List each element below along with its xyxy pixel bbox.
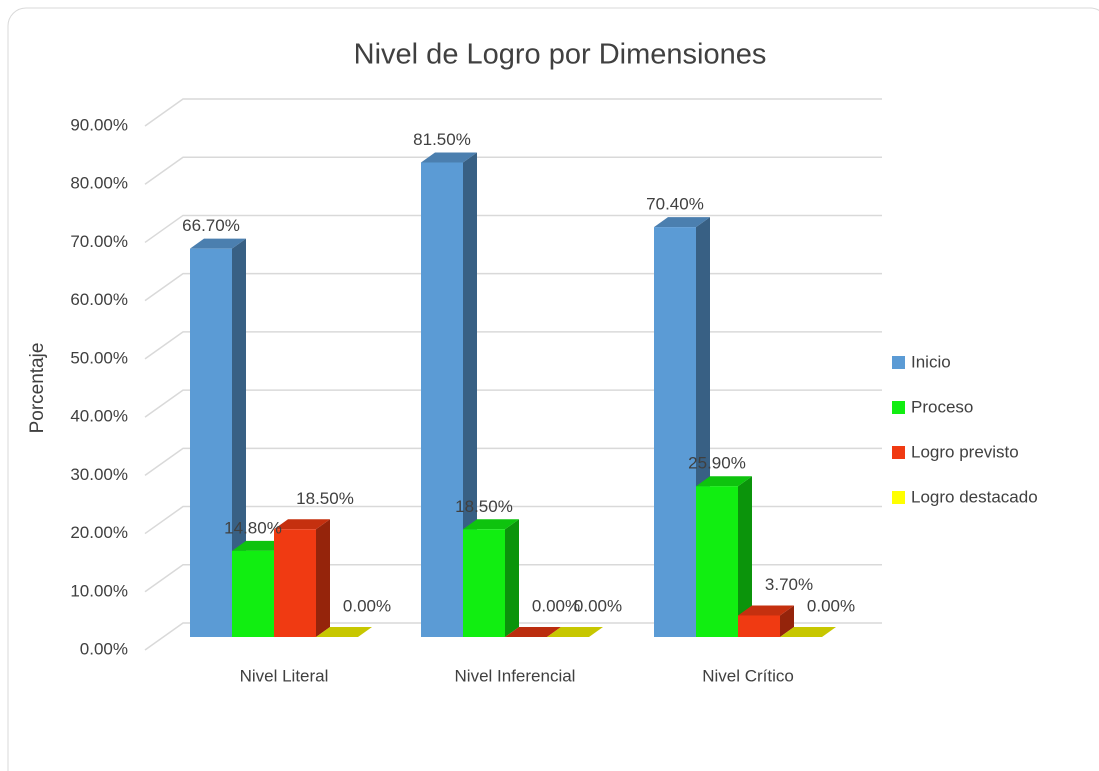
grid-line (144, 272, 882, 302)
grid-line (144, 505, 882, 535)
bar-top (547, 627, 603, 637)
y-tick-label: 90.00% (70, 115, 128, 134)
data-label: 0.00% (532, 596, 580, 615)
chart-title: Nivel de Logro por Dimensiones (354, 39, 767, 71)
y-tick-label: 50.00% (70, 348, 128, 367)
data-label: 25.90% (688, 454, 746, 473)
grid-line (144, 156, 882, 185)
data-label: 18.50% (455, 497, 513, 516)
bar-side (232, 238, 246, 637)
bar (421, 162, 463, 637)
bar-top (421, 152, 477, 163)
data-label: 81.50% (413, 130, 471, 149)
y-tick-label: 80.00% (70, 174, 128, 193)
data-label: 0.00% (807, 596, 855, 615)
bar-top (738, 605, 794, 616)
grid-line (144, 98, 882, 127)
bar-side (463, 152, 477, 637)
y-tick-label: 20.00% (70, 523, 128, 542)
grid-line (144, 447, 882, 476)
bar-side (505, 519, 519, 637)
bar-top (696, 476, 752, 487)
bar (190, 248, 232, 637)
bar (463, 529, 505, 637)
data-label: 70.40% (646, 195, 704, 214)
bar-top (780, 627, 836, 637)
legend-swatch (892, 356, 905, 369)
grid-line (144, 564, 882, 593)
bar-side (780, 605, 794, 637)
grid-line (144, 214, 882, 244)
y-axis-label: Porcentaje (27, 343, 48, 434)
data-label: 14.80% (224, 518, 282, 537)
bar-top (654, 217, 710, 228)
x-tick-label: Nivel Crítico (702, 666, 794, 685)
bar (232, 550, 274, 637)
bar-top (505, 627, 561, 637)
data-label: 18.50% (296, 489, 354, 508)
y-tick-label: 70.00% (70, 232, 128, 251)
x-tick-label: Nivel Literal (240, 666, 329, 685)
legend-label: Logro destacado (911, 487, 1038, 506)
grid-line (144, 622, 882, 651)
legend-label: Logro previsto (911, 442, 1019, 461)
bar-top (316, 627, 372, 637)
legend-swatch (892, 401, 905, 414)
y-tick-label: 40.00% (70, 407, 128, 426)
legend-swatch (892, 446, 905, 459)
bar (654, 227, 696, 638)
bar (696, 486, 738, 637)
bar-side (316, 519, 330, 637)
legend-label: Proceso (911, 397, 973, 416)
bar-top (190, 238, 246, 249)
bar-top (274, 519, 330, 530)
bar-side (738, 476, 752, 637)
y-tick-label: 60.00% (70, 290, 128, 309)
legend-swatch (892, 491, 905, 504)
x-tick-label: Nivel Inferencial (455, 666, 576, 685)
y-tick-label: 10.00% (70, 581, 128, 600)
data-label: 3.70% (765, 575, 813, 594)
bar (738, 615, 780, 637)
grid-line (144, 331, 882, 360)
legend-label: Inicio (911, 352, 951, 371)
grid-line (144, 389, 882, 418)
bar-top (463, 519, 519, 530)
data-label: 0.00% (574, 596, 622, 615)
data-label: 66.70% (182, 216, 240, 235)
bar (274, 529, 316, 637)
y-tick-label: 0.00% (80, 639, 128, 658)
y-tick-label: 30.00% (70, 465, 128, 484)
data-label: 0.00% (343, 596, 391, 615)
